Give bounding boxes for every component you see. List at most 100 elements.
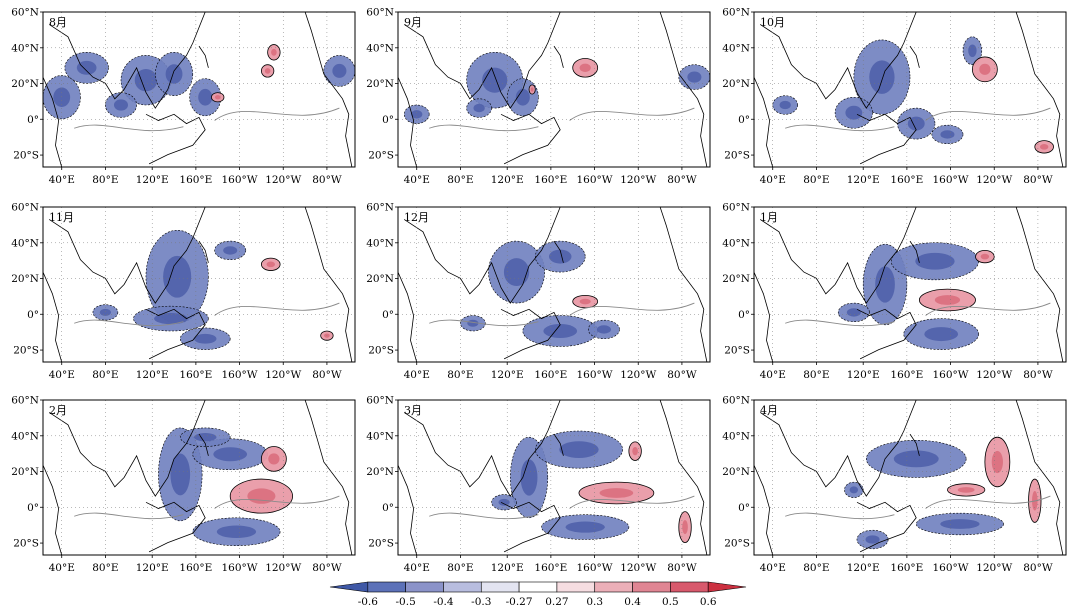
coastline <box>659 399 708 556</box>
lon-tick-label: 120°E <box>847 369 880 381</box>
coastline <box>304 206 353 363</box>
lon-tick-label: 120°E <box>847 174 880 186</box>
lat-tick-label: 20°N <box>722 466 750 478</box>
lat-tick-label: 40°N <box>366 237 394 249</box>
lon-tick-label: 120°E <box>136 174 169 186</box>
lon-tick-label: 80°W <box>667 369 697 381</box>
positive-anomaly-core <box>979 63 991 75</box>
lon-tick-label: 160°E <box>890 174 923 186</box>
lon-tick-label: 40°E <box>760 562 786 574</box>
month-label: 8月 <box>49 16 67 29</box>
lon-tick-label: 80°E <box>92 174 118 186</box>
coastline <box>42 271 63 363</box>
negative-anomaly-core <box>76 60 97 75</box>
lat-tick-label: 0° <box>27 309 39 321</box>
lat-tick-label: 0° <box>738 502 750 514</box>
month-label: 9月 <box>404 16 422 29</box>
coastline <box>304 11 353 168</box>
panel-background <box>754 400 1066 555</box>
coastline <box>145 501 206 553</box>
coastline <box>198 433 209 456</box>
lon-tick-label: 160°W <box>933 174 969 186</box>
lat-tick-label: 40°N <box>366 430 394 442</box>
colorbar-segment <box>556 581 596 593</box>
colorbar-segment <box>518 581 558 593</box>
coastline <box>500 501 561 553</box>
lon-tick-label: 160°W <box>577 174 613 186</box>
lon-tick-label: 160°W <box>577 562 613 574</box>
zero-contour <box>214 107 340 121</box>
lat-tick-label: 20°S <box>368 150 394 162</box>
colorbar-label: 0.5 <box>662 596 679 608</box>
coastline <box>856 308 917 360</box>
negative-anomaly-core <box>565 521 605 533</box>
lon-tick-label: 120°E <box>491 174 524 186</box>
lat-tick-label: 40°N <box>722 430 750 442</box>
coastline <box>403 206 561 304</box>
panel-frame <box>753 11 1067 168</box>
colorbar-label: 0.3 <box>586 596 603 608</box>
coastline <box>553 240 564 263</box>
month-label: 4月 <box>760 404 778 417</box>
coastline <box>1015 399 1064 556</box>
lon-tick-label: 160°E <box>890 562 923 574</box>
negative-anomaly-core <box>915 252 955 270</box>
panel-frame <box>753 399 1067 556</box>
positive-anomaly-core <box>579 298 591 305</box>
coastline <box>304 399 353 556</box>
lat-tick-label: 20°N <box>722 78 750 90</box>
lon-tick-label: 80°E <box>92 562 118 574</box>
lon-tick-label: 120°W <box>976 562 1012 574</box>
lat-tick-label: 20°S <box>368 538 394 550</box>
colorbar: -0.6 -0.5 -0.4 -0.3 -0.27 0.27 0.3 0.4 0.5 0.6 <box>329 581 747 608</box>
coastline <box>198 240 209 263</box>
coastline <box>403 11 561 109</box>
map-panel: 60°N 40°N 20°N 0° 20°S 40°E 80°E 120°E 160°E 160°… <box>366 395 711 574</box>
month-label: 1月 <box>760 211 778 224</box>
lon-tick-label: 120°E <box>847 562 880 574</box>
panel-frame <box>42 206 356 363</box>
lon-tick-label: 160°E <box>534 562 567 574</box>
lat-tick-label: 20°N <box>722 273 750 285</box>
map-panel: 60°N 40°N 20°N 0° 20°S 40°E 80°E 120°E 160°E 160°… <box>722 202 1067 381</box>
lat-tick-label: 0° <box>738 309 750 321</box>
panel-frame <box>42 11 356 168</box>
lat-tick-label: 20°S <box>724 345 750 357</box>
lon-tick-label: 160°E <box>890 369 923 381</box>
zero-contour <box>569 302 695 316</box>
coastline <box>198 45 209 68</box>
zero-contour <box>925 107 1051 121</box>
negative-anomaly-core <box>907 116 925 131</box>
negative-anomaly-core <box>223 246 238 255</box>
negative-anomaly-core <box>99 308 112 316</box>
colorbar-label: -0.6 <box>358 596 379 608</box>
coastline <box>909 240 920 263</box>
lon-tick-label: 160°E <box>179 562 212 574</box>
zero-contour <box>429 319 539 327</box>
lon-tick-label: 120°W <box>620 562 656 574</box>
lon-tick-label: 40°E <box>49 369 75 381</box>
colorbar-segment <box>367 581 406 593</box>
positive-anomaly-core <box>530 87 534 92</box>
positive-anomaly-core <box>579 63 591 72</box>
colorbar-label: 0.4 <box>624 596 641 608</box>
negative-anomaly-core <box>543 324 578 338</box>
coastline <box>48 11 206 109</box>
lat-tick-label: 20°S <box>724 150 750 162</box>
lat-tick-label: 40°N <box>11 42 39 54</box>
lon-tick-label: 80°W <box>312 174 342 186</box>
lat-tick-label: 0° <box>382 309 394 321</box>
lat-tick-label: 60°N <box>366 395 394 407</box>
lat-tick-label: 20°S <box>13 538 39 550</box>
lon-tick-label: 120°E <box>491 562 524 574</box>
negative-anomaly-core <box>520 459 538 496</box>
lat-tick-label: 0° <box>382 502 394 514</box>
lon-tick-label: 80°W <box>667 562 697 574</box>
zero-contour <box>214 495 340 509</box>
lon-tick-label: 160°E <box>534 174 567 186</box>
negative-anomaly-core <box>411 110 423 119</box>
coastline <box>659 11 708 168</box>
lon-tick-label: 120°W <box>620 174 656 186</box>
lon-tick-label: 40°E <box>49 562 75 574</box>
